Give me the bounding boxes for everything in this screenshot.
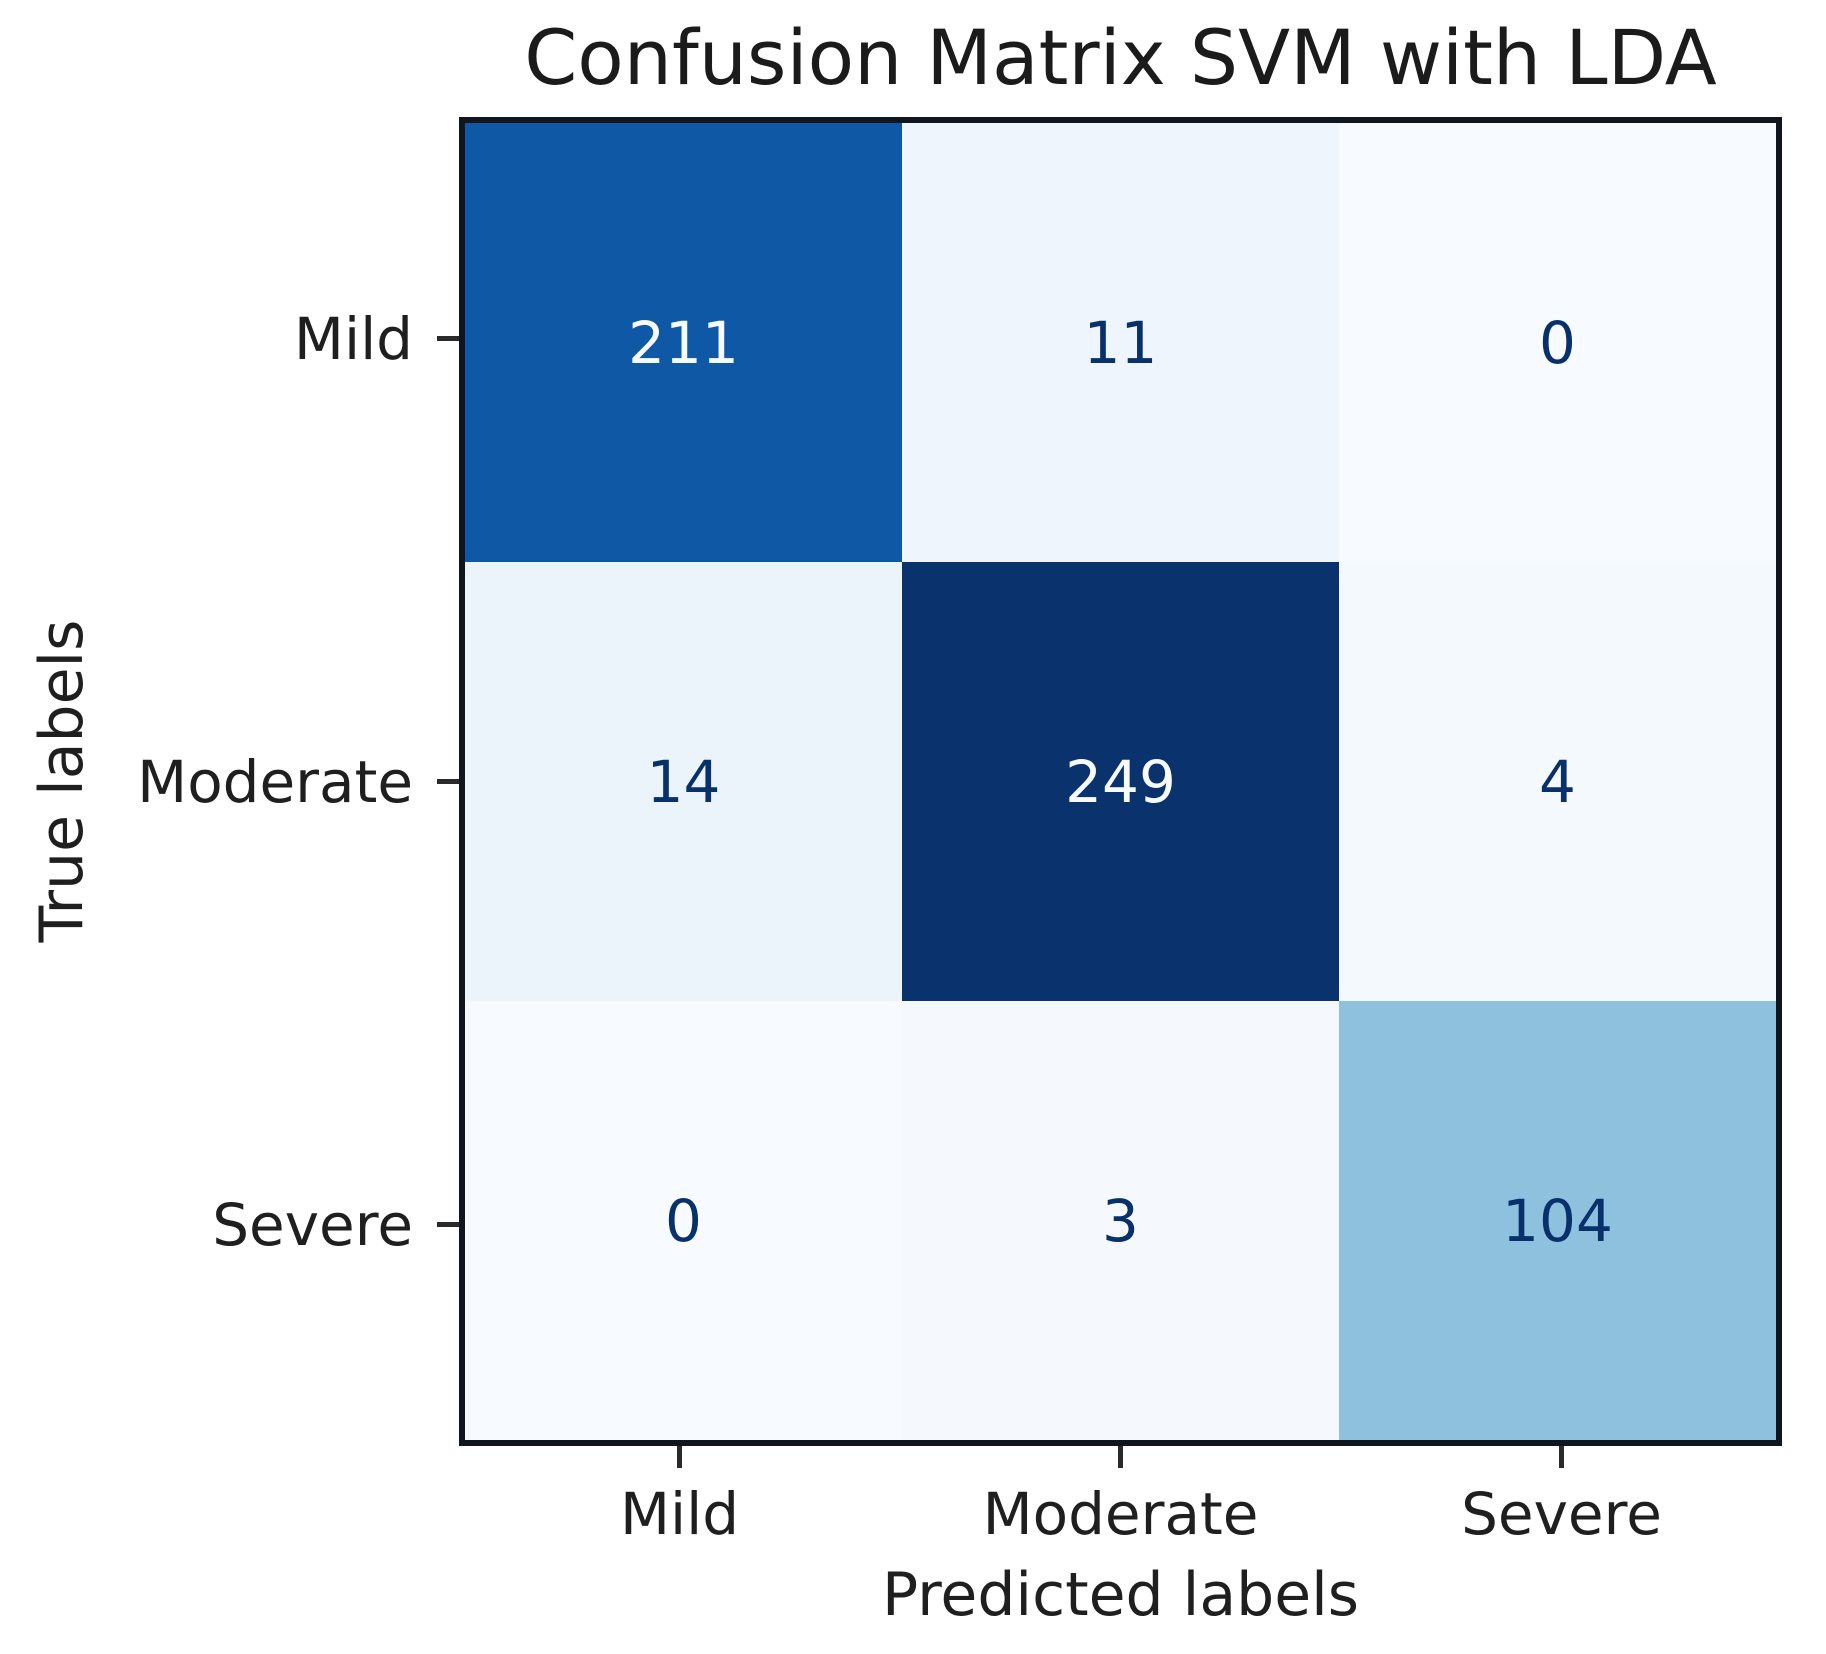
y-tick-mark [437, 336, 459, 341]
y-tick-labels: Mild Moderate Severe [0, 117, 413, 1446]
x-axis-label: Predicted labels [881, 1560, 1360, 1630]
y-tick-mark [437, 1222, 459, 1227]
x-tick-label: Severe [1461, 1480, 1662, 1548]
x-tick-label: Moderate [982, 1480, 1259, 1548]
x-tick-mark [1118, 1446, 1123, 1468]
matrix-cell: 0 [465, 1001, 902, 1440]
y-tick-label: Severe [212, 1190, 413, 1259]
y-tick-label: Mild [293, 304, 413, 373]
matrix-cell: 0 [1339, 123, 1776, 562]
chart-title: Confusion Matrix SVM with LDA [524, 13, 1717, 102]
matrix-grid: 211 11 0 14 249 4 0 3 104 [465, 123, 1776, 1440]
x-tick-mark [1559, 1446, 1564, 1468]
matrix-cell: 104 [1339, 1001, 1776, 1440]
matrix-cell: 3 [902, 1001, 1339, 1440]
matrix-cell: 249 [902, 562, 1339, 1001]
matrix-cell: 14 [465, 562, 902, 1001]
y-tick-mark [437, 779, 459, 784]
y-tick-label: Moderate [137, 747, 413, 816]
x-tick-labels: Mild Moderate Severe [459, 1480, 1782, 1548]
x-tick-mark [677, 1446, 682, 1468]
x-tick-label: Mild [619, 1480, 740, 1548]
heatmap-axes: 211 11 0 14 249 4 0 3 104 [459, 117, 1782, 1446]
y-axis-label: True labels [27, 619, 97, 943]
matrix-cell: 211 [465, 123, 902, 562]
matrix-cell: 4 [1339, 562, 1776, 1001]
matrix-cell: 11 [902, 123, 1339, 562]
